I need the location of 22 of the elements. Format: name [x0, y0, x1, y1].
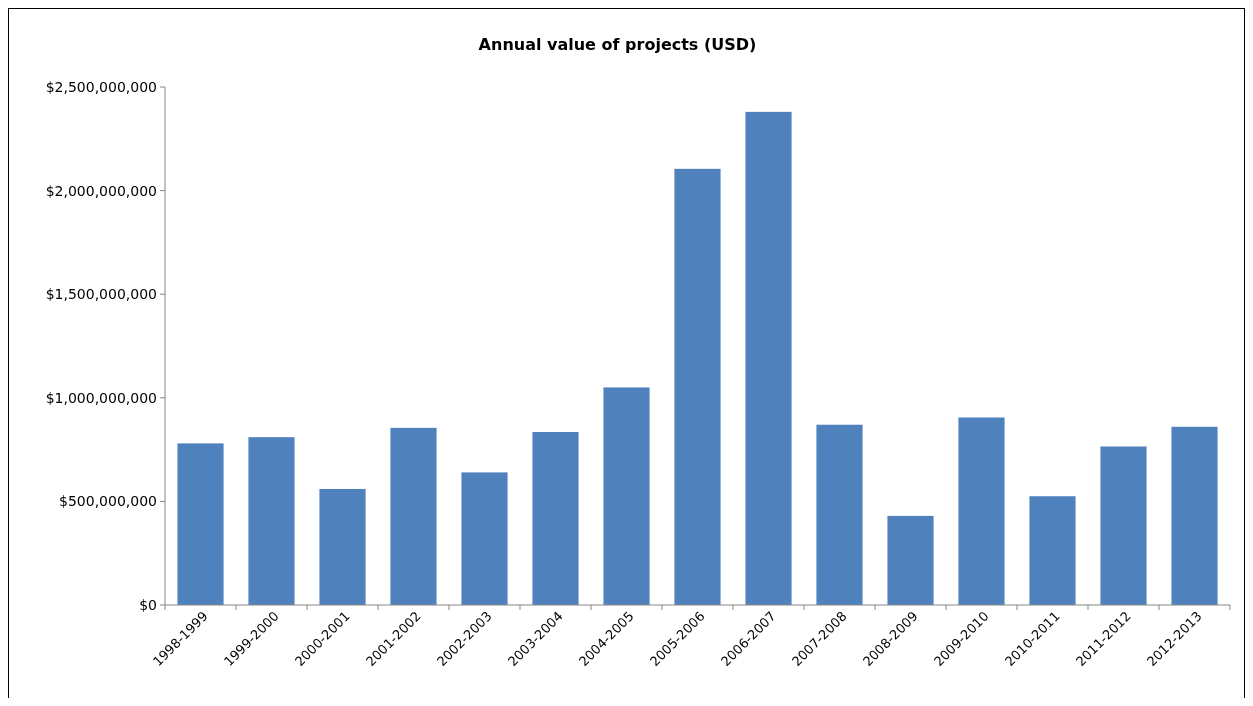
y-tick-label: $2,500,000,000 — [45, 78, 157, 95]
y-tick-label: $1,000,000,000 — [45, 389, 157, 406]
y-tick-label: $0 — [139, 596, 157, 613]
bar — [248, 437, 295, 605]
bar — [532, 431, 579, 605]
y-tick-label: $500,000,000 — [59, 493, 157, 510]
bar — [1171, 426, 1218, 605]
bar — [1100, 446, 1147, 605]
bar — [390, 427, 437, 605]
chart-title: Annual value of projects (USD) — [478, 35, 757, 54]
bar — [461, 472, 508, 605]
y-tick-label: $2,000,000,000 — [45, 182, 157, 199]
bar — [887, 515, 934, 605]
bar — [958, 417, 1005, 605]
bar — [177, 443, 224, 605]
bar — [603, 387, 650, 605]
bar — [1029, 496, 1076, 605]
bar — [319, 488, 366, 605]
bar — [745, 111, 792, 605]
y-tick-label: $1,500,000,000 — [45, 286, 157, 303]
bar — [674, 168, 721, 605]
bar — [816, 424, 863, 605]
